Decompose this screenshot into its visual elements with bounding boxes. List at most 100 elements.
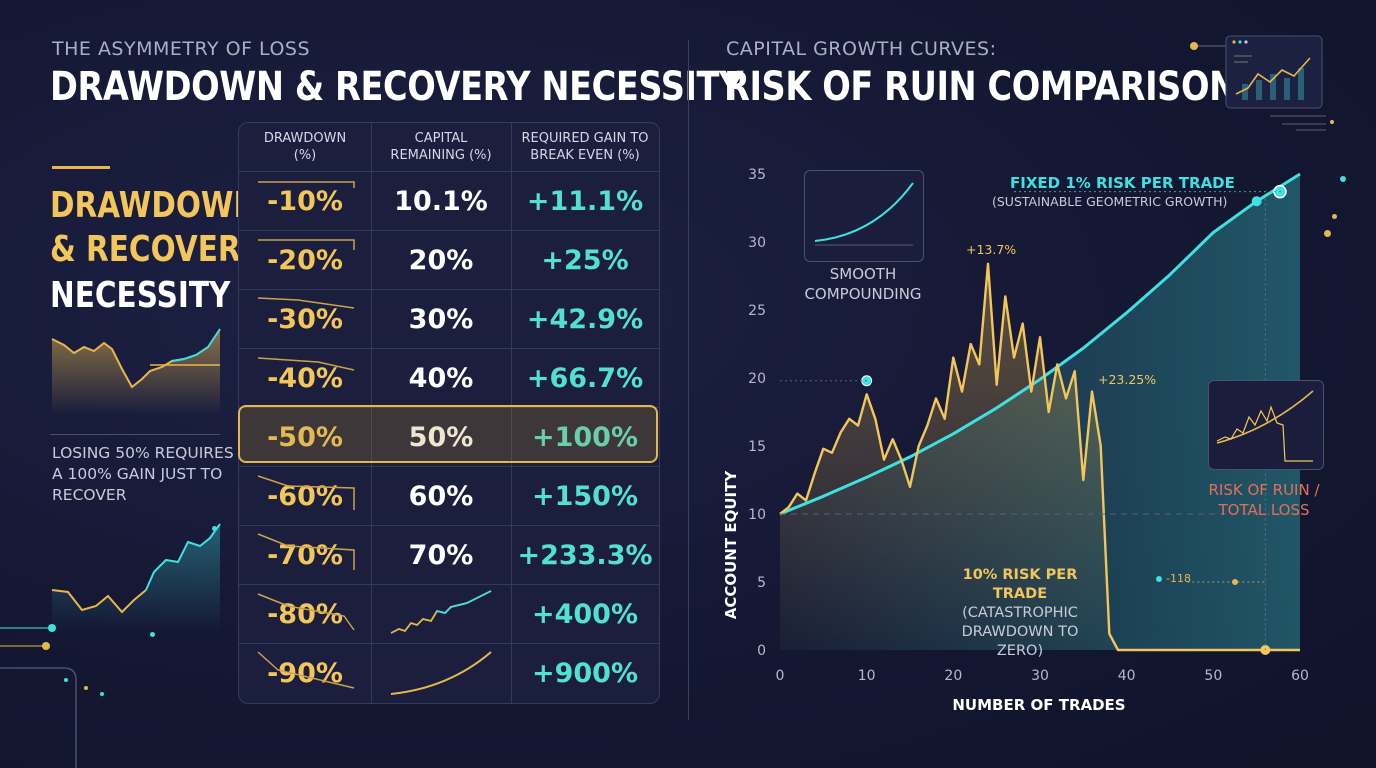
- ruin-label: RISK OF RUIN / TOTAL LOSS: [1208, 481, 1320, 519]
- y-tick-label: 20: [748, 371, 766, 387]
- y-tick-label: 15: [748, 439, 766, 455]
- drawdown-cell: -20%: [267, 244, 343, 276]
- x-tick-label: 50: [1204, 668, 1222, 684]
- y-tick-label: 10: [748, 507, 766, 523]
- x-tick-label: 40: [1118, 668, 1136, 684]
- x-tick-label: 20: [944, 668, 962, 684]
- gain-cell: +233.3%: [517, 539, 653, 571]
- gold-series-label: 10% RISK PER TRADE (CATASTROPHIC DRAWDOW…: [961, 567, 1079, 659]
- gain-cell: +11.1%: [526, 185, 644, 217]
- series-area-fill: [780, 263, 1300, 650]
- drawdown-cell: -70%: [267, 539, 343, 571]
- y-tick-label: 0: [757, 643, 766, 659]
- column-divider: [511, 123, 512, 703]
- x-tick-label: 10: [858, 668, 876, 684]
- note-line-1: LOSING 50% REQUIRES: [52, 444, 234, 462]
- drawdown-table: DRAWDOWN (%) CAPITAL REMAINING (%) REQUIRE…: [238, 122, 660, 704]
- gain-cell: +150%: [531, 480, 639, 512]
- right-kicker: CAPITAL GROWTH CURVES:: [726, 38, 997, 60]
- side-title-3: NECESSITY: [50, 275, 231, 316]
- drawdown-cell: -50%: [267, 421, 343, 453]
- monitor-icon: [1190, 35, 1334, 131]
- callout-dot: [1232, 579, 1238, 585]
- y-tick-label: 5: [757, 575, 766, 591]
- table-row: -20% 20% +25%: [239, 230, 659, 289]
- header-required-gain: REQUIRED GAIN TO BREAK EVEN (%): [521, 131, 649, 163]
- teal-end-marker: [1251, 196, 1262, 207]
- left-kicker: THE ASYMMETRY OF LOSS: [52, 38, 311, 60]
- deco-dot: [1324, 230, 1331, 237]
- second-peak-label: +23.25%: [1098, 372, 1157, 387]
- remaining-cell: 20%: [408, 244, 474, 276]
- drawdown-cell: -90%: [267, 657, 343, 689]
- header-drawdown: DRAWDOWN (%): [263, 131, 347, 163]
- table-row: -30% 30% +42.9%: [239, 289, 659, 348]
- remaining-cell: 50%: [408, 421, 474, 453]
- drawdown-cell: -40%: [267, 362, 343, 394]
- side-sparkline-1: [51, 328, 221, 415]
- drawdown-cell: -60%: [267, 480, 343, 512]
- remaining-cell: 40%: [408, 362, 474, 394]
- side-title-2: & RECOVERY: [50, 229, 261, 270]
- smooth-curve-thumbnail: [814, 182, 914, 246]
- left-title: DRAWDOWN & RECOVERY NECESSITY: [50, 64, 743, 110]
- fixed-1pct-line: [779, 172, 1301, 516]
- y-tick-label: 35: [748, 167, 766, 183]
- gain-cell: +400%: [531, 598, 639, 630]
- teal-series-label: FIXED 1% RISK PER TRADE: [1010, 174, 1235, 192]
- table-row: -50% 50% +100%: [239, 407, 659, 466]
- gain-cell: +900%: [531, 657, 639, 689]
- remaining-cell: [371, 644, 511, 702]
- note-line-2: A 100% GAIN JUST TO: [52, 465, 223, 483]
- deco-dot: [212, 526, 217, 531]
- x-tick-label: 0: [776, 668, 785, 684]
- gain-cell: +42.9%: [526, 303, 644, 335]
- table-row: -10% 10.1% +11.1%: [239, 171, 659, 230]
- deco-dot: [1340, 176, 1346, 182]
- table-row: -70% 70% +233.3%: [239, 525, 659, 584]
- gain-cell: +100%: [531, 421, 639, 453]
- mini-growth-chart: [390, 590, 492, 634]
- gold-accent-bar: [52, 166, 110, 169]
- mini-compound-curve: [390, 651, 492, 695]
- y-tick-label: 25: [748, 303, 766, 319]
- column-divider: [371, 123, 372, 703]
- deco-dot: [150, 632, 155, 637]
- ruin-thumbnail: [1216, 390, 1314, 462]
- circuit-decoration: [0, 624, 104, 768]
- gain-cell: +25%: [541, 244, 629, 276]
- gain-cell: +66.7%: [526, 362, 644, 394]
- peak-label: +13.7%: [966, 242, 1017, 257]
- drawdown-cell: -10%: [267, 185, 343, 217]
- smooth-inset: [804, 170, 924, 262]
- y-axis-label: ACCOUNT EQUITY: [722, 470, 740, 620]
- ruin-inset: [1208, 380, 1324, 470]
- deco-dot: [1332, 214, 1337, 219]
- smooth-callout-marker: [861, 375, 873, 387]
- highlight-row-50: [238, 405, 658, 463]
- marker-dot-icon: [1156, 575, 1162, 582]
- teal-series-sublabel: (SUSTAINABLE GEOMETRIC GROWTH): [992, 194, 1228, 209]
- header-capital-remaining: CAPITAL REMAINING (%): [390, 131, 492, 163]
- table-row: -90% +900%: [239, 643, 659, 702]
- note-line-3: RECOVER: [52, 486, 127, 504]
- side-sparkline-2: [51, 523, 221, 630]
- drawdown-bracket-lines: [257, 181, 355, 689]
- side-title-1: DRAWDOWN: [50, 185, 259, 226]
- ruin-marker: -118: [1156, 572, 1191, 585]
- panel-divider: [688, 40, 689, 720]
- smooth-label: SMOOTH COMPOUNDING: [804, 265, 922, 303]
- table-row: -60% 60% +150%: [239, 466, 659, 525]
- remaining-cell: 70%: [408, 539, 474, 571]
- right-title: RISK OF RUIN COMPARISON: [724, 64, 1237, 110]
- x-axis-label: NUMBER OF TRADES: [952, 696, 1125, 714]
- ruin-marker-label: -118: [1166, 572, 1191, 585]
- table-row: -40% 40% +66.7%: [239, 348, 659, 407]
- table-row: -80% +400%: [239, 584, 659, 643]
- equity-chart: 0 5 10 15 20 25 30 35 0 10 20 30 40 50 60 ACCOUNT EQU…: [722, 167, 1309, 714]
- risk-10pct-line: [779, 262, 1300, 652]
- x-tick-label: 30: [1031, 668, 1049, 684]
- remaining-cell: 30%: [408, 303, 474, 335]
- drawdown-cell: -30%: [267, 303, 343, 335]
- remaining-cell: [371, 585, 511, 643]
